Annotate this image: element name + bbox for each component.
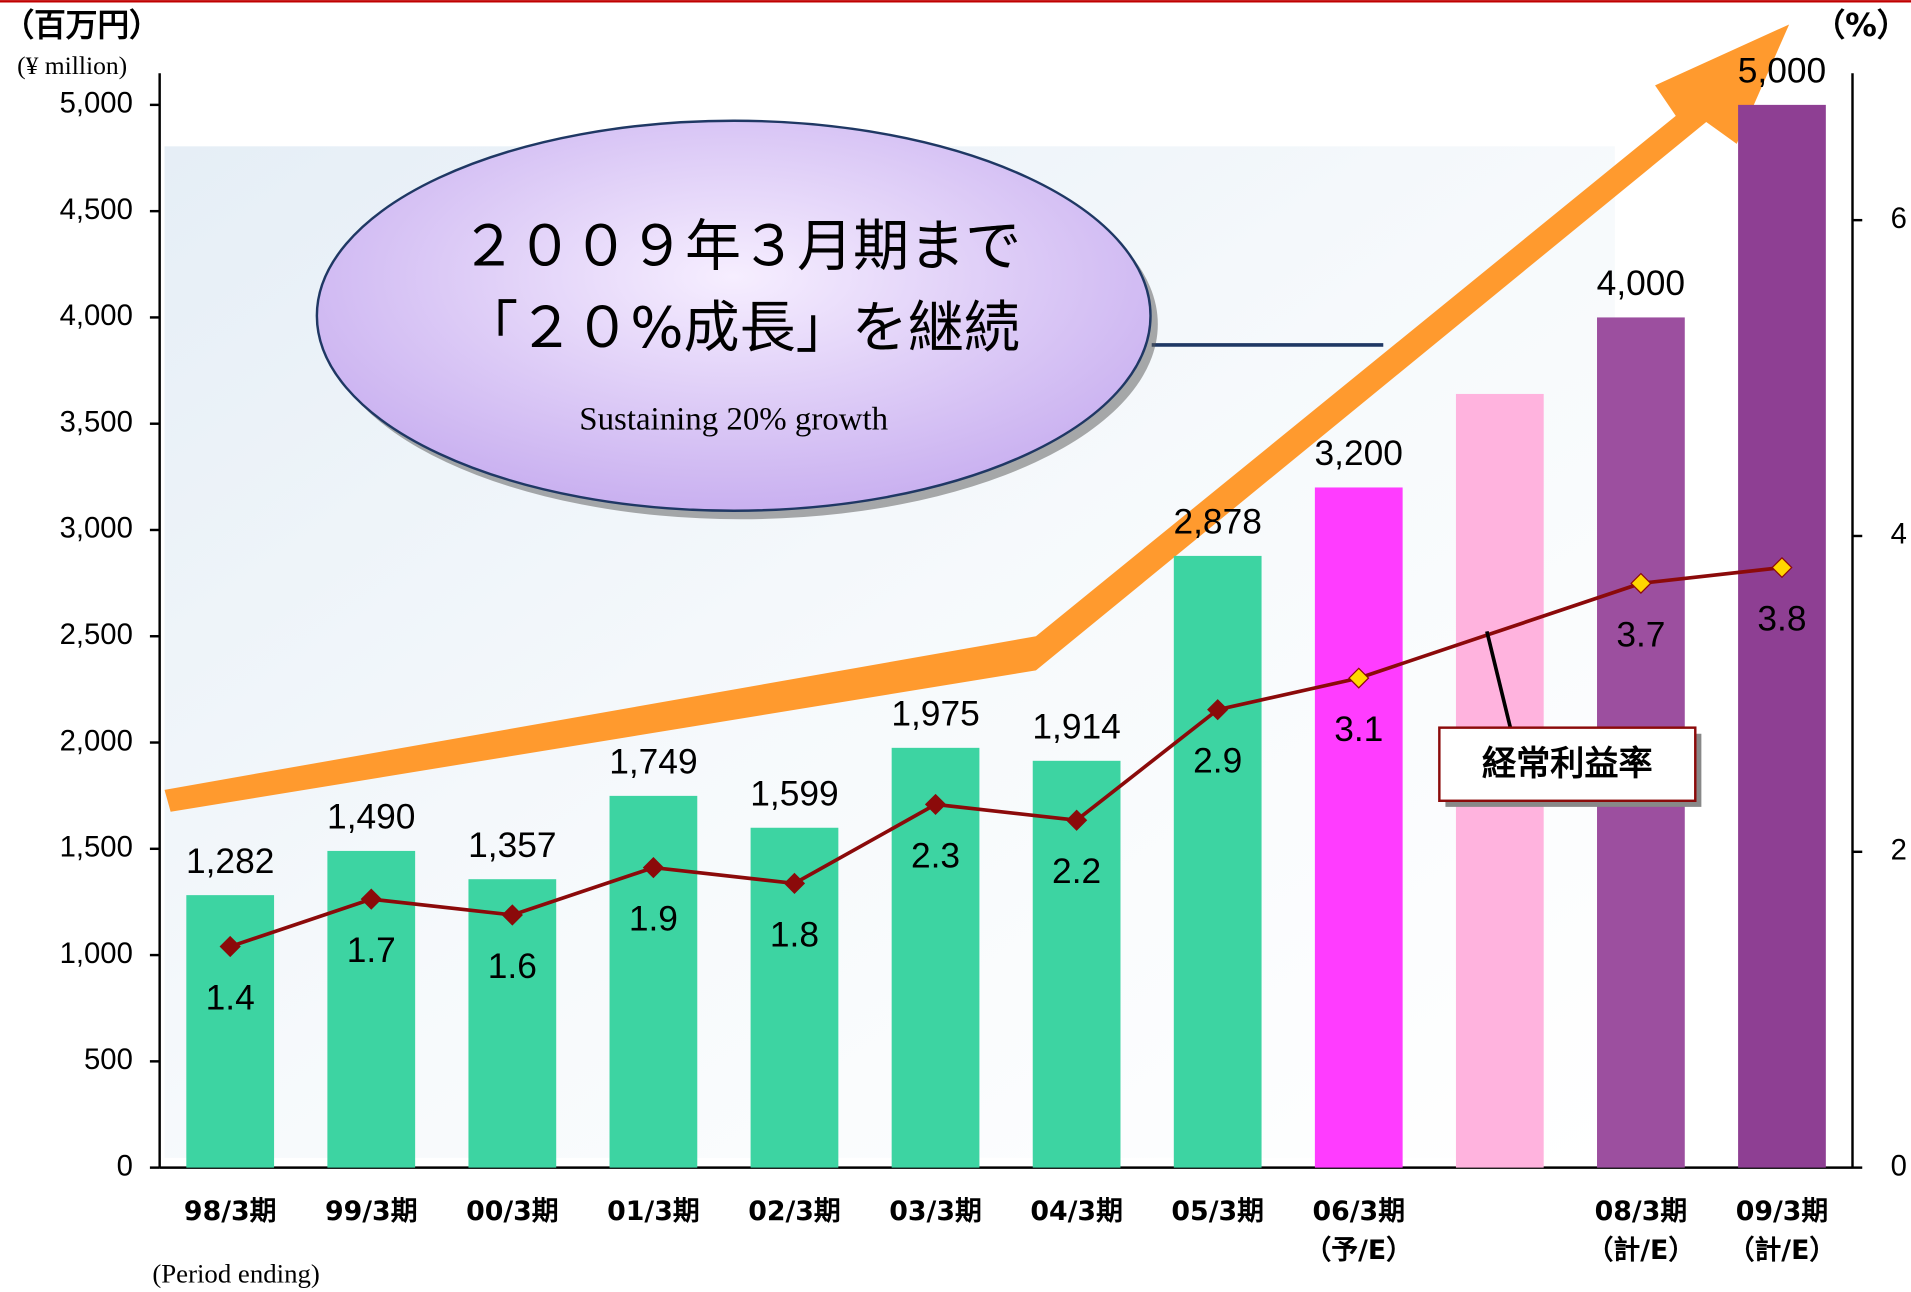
y-tick-label: 5,000 (60, 88, 133, 120)
bar-value-label: 2,878 (1173, 503, 1261, 542)
legend-label: 経常利益率 (1482, 744, 1653, 784)
rate-marker (1771, 556, 1793, 579)
rate-value-label: 1.4 (206, 979, 255, 1018)
y-tick-label: 500 (84, 1044, 133, 1076)
rate-value-label: 3.1 (1334, 710, 1383, 749)
rate-marker (1348, 667, 1370, 689)
bar (891, 747, 980, 1168)
callout (315, 119, 1152, 512)
bar-value-label: 1,357 (468, 826, 556, 865)
bar (1738, 104, 1826, 1168)
y2-tick-label: 2 (1891, 835, 1907, 867)
rate-marker (783, 872, 806, 894)
bar (1314, 487, 1403, 1168)
callout-text: ２００９年３月期まで (461, 215, 1021, 280)
bar-value-label: 1,914 (1032, 707, 1120, 746)
rate-value-label: 2.3 (911, 836, 960, 875)
rate-value-label: 1.6 (488, 947, 537, 986)
growth-arrow (164, 24, 1790, 812)
bar-value-label: 5,000 (1738, 52, 1826, 91)
y-tick-label: 2,000 (60, 725, 133, 757)
y2-tick-label: 4 (1891, 519, 1907, 551)
y-tick-label: 1,000 (60, 938, 133, 970)
rate-value-label: 1.9 (629, 900, 678, 939)
x-tick-sublabel: （計/E） (1728, 1234, 1836, 1266)
x-tick-sublabel: （計/E） (1587, 1234, 1695, 1266)
x-tick-label: 03/3期 (889, 1196, 982, 1227)
bar-value-label: 1,975 (891, 694, 979, 733)
rate-line (229, 565, 1783, 949)
y-tick-label: 2,500 (60, 619, 133, 651)
rate-marker (1630, 572, 1652, 594)
y-unit-en: (¥ million) (17, 51, 127, 80)
rate-value-label: 3.8 (1757, 600, 1806, 639)
y-tick-label: 4,500 (60, 194, 133, 226)
y2-tick-label: 6 (1891, 203, 1907, 235)
y2-tick-label: 0 (1891, 1150, 1907, 1182)
bar (609, 795, 698, 1168)
bar-value-label: 1,490 (327, 798, 415, 837)
legend-pointer (1485, 630, 1514, 732)
x-tick-label: 00/3期 (466, 1196, 559, 1227)
x-tick-label: 06/3期 (1312, 1196, 1405, 1227)
plot: 0 500 1,000 1,500 2,000 2,500 3,000 3,500 4,000 4… (60, 52, 1907, 1267)
y-tick-label: 3,000 (60, 513, 133, 545)
callout-subtext: Sustaining 20% growth (579, 401, 888, 437)
y2-unit: （%） (1813, 8, 1908, 44)
y-tick-label: 3,500 (60, 406, 133, 438)
bar-value-label: 3,200 (1315, 434, 1403, 473)
rate-value-label: 1.8 (770, 915, 819, 954)
rate-marker (924, 793, 947, 816)
x-tick-label: 08/3期 (1595, 1196, 1688, 1227)
rate-marker (1066, 809, 1088, 831)
bar-value-label: 1,282 (186, 842, 274, 881)
x-tick-label: 01/3期 (607, 1196, 700, 1227)
rate-marker (1207, 699, 1229, 721)
y-unit: （百万円） (2, 8, 160, 44)
bar-value-label: 1,599 (750, 774, 838, 813)
legend-box (1438, 726, 1697, 803)
bar-value-label: 1,749 (609, 743, 697, 782)
bar-value-label: 4,000 (1597, 264, 1685, 303)
x-tick-label: 99/3期 (325, 1196, 418, 1227)
bar (1173, 555, 1262, 1168)
x-tick-label: 09/3期 (1736, 1196, 1829, 1227)
rate-value-label: 1.7 (347, 931, 396, 970)
x-tick-label: 04/3期 (1030, 1196, 1123, 1227)
x-tick-sublabel: （予/E） (1305, 1235, 1413, 1266)
rate-value-label: 2.9 (1193, 742, 1242, 781)
x-tick-label: 98/3期 (184, 1196, 277, 1227)
rate-value-label: 2.2 (1052, 852, 1101, 891)
bar (468, 879, 557, 1168)
rate-marker (501, 904, 523, 926)
rate-value-label: 3.7 (1616, 615, 1665, 654)
rate-marker (219, 935, 241, 958)
x-label: (Period ending) (152, 1258, 319, 1288)
x-tick-label: 05/3期 (1171, 1196, 1264, 1227)
callout-text: 「２０%成長」を継続 (462, 296, 1020, 361)
y-tick-label: 0 (117, 1150, 133, 1182)
x-tick-label: 02/3期 (748, 1196, 841, 1227)
rate-marker (642, 856, 665, 879)
rate-marker (360, 888, 382, 910)
y-tick-label: 4,000 (60, 300, 133, 332)
y-tick-label: 1,500 (60, 832, 133, 864)
